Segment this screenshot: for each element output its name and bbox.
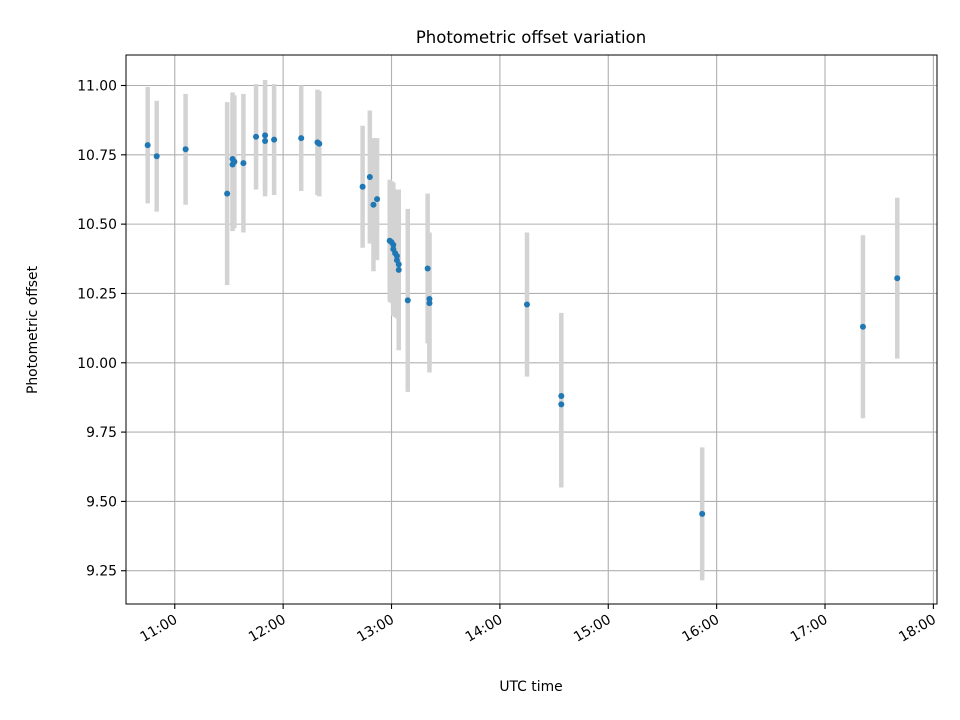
- x-axis-label: UTC time: [499, 679, 562, 695]
- data-point: [224, 190, 231, 197]
- y-tick-label: 10.50: [77, 217, 117, 233]
- data-point: [426, 300, 433, 307]
- y-axis-label: Photometric offset: [25, 265, 41, 394]
- y-tick-label: 10.00: [77, 356, 117, 372]
- data-point: [404, 297, 411, 304]
- y-tick-label: 10.75: [77, 148, 117, 164]
- data-point: [523, 301, 530, 308]
- data-point: [374, 196, 381, 203]
- data-point: [271, 136, 278, 143]
- data-point: [182, 146, 189, 153]
- data-point: [424, 265, 431, 272]
- data-point: [316, 140, 323, 147]
- data-point: [231, 158, 238, 165]
- y-tick-label: 10.25: [77, 286, 117, 302]
- data-point: [144, 142, 151, 149]
- data-point: [366, 174, 373, 180]
- data-points: [144, 132, 901, 517]
- data-point: [240, 160, 247, 167]
- y-axis-ticks: 9.25 9.50 9.75 10.00 10.25 10.50 10.75 11.00: [77, 79, 126, 580]
- data-point: [370, 201, 377, 208]
- y-tick-label: 9.50: [86, 494, 117, 510]
- data-point: [253, 133, 260, 140]
- data-point: [558, 401, 565, 408]
- data-point: [262, 132, 269, 139]
- data-point: [359, 183, 366, 190]
- grid-lines: [126, 55, 937, 604]
- plot-frame: [125, 54, 938, 605]
- chart-title: Photometric offset variation: [416, 28, 646, 47]
- data-point: [298, 135, 305, 142]
- data-point: [395, 266, 402, 273]
- data-point: [558, 393, 565, 400]
- data-point: [262, 137, 269, 144]
- data-point: [153, 153, 160, 160]
- data-point: [390, 241, 397, 248]
- data-point: [393, 253, 400, 260]
- y-tick-label: 11.00: [77, 79, 117, 95]
- data-point: [395, 261, 402, 268]
- data-point: [894, 275, 901, 282]
- y-tick-label: 9.75: [86, 425, 117, 441]
- data-point: [859, 323, 866, 330]
- y-tick-label: 9.25: [86, 564, 117, 580]
- data-point: [699, 510, 706, 517]
- data-point: [426, 296, 433, 302]
